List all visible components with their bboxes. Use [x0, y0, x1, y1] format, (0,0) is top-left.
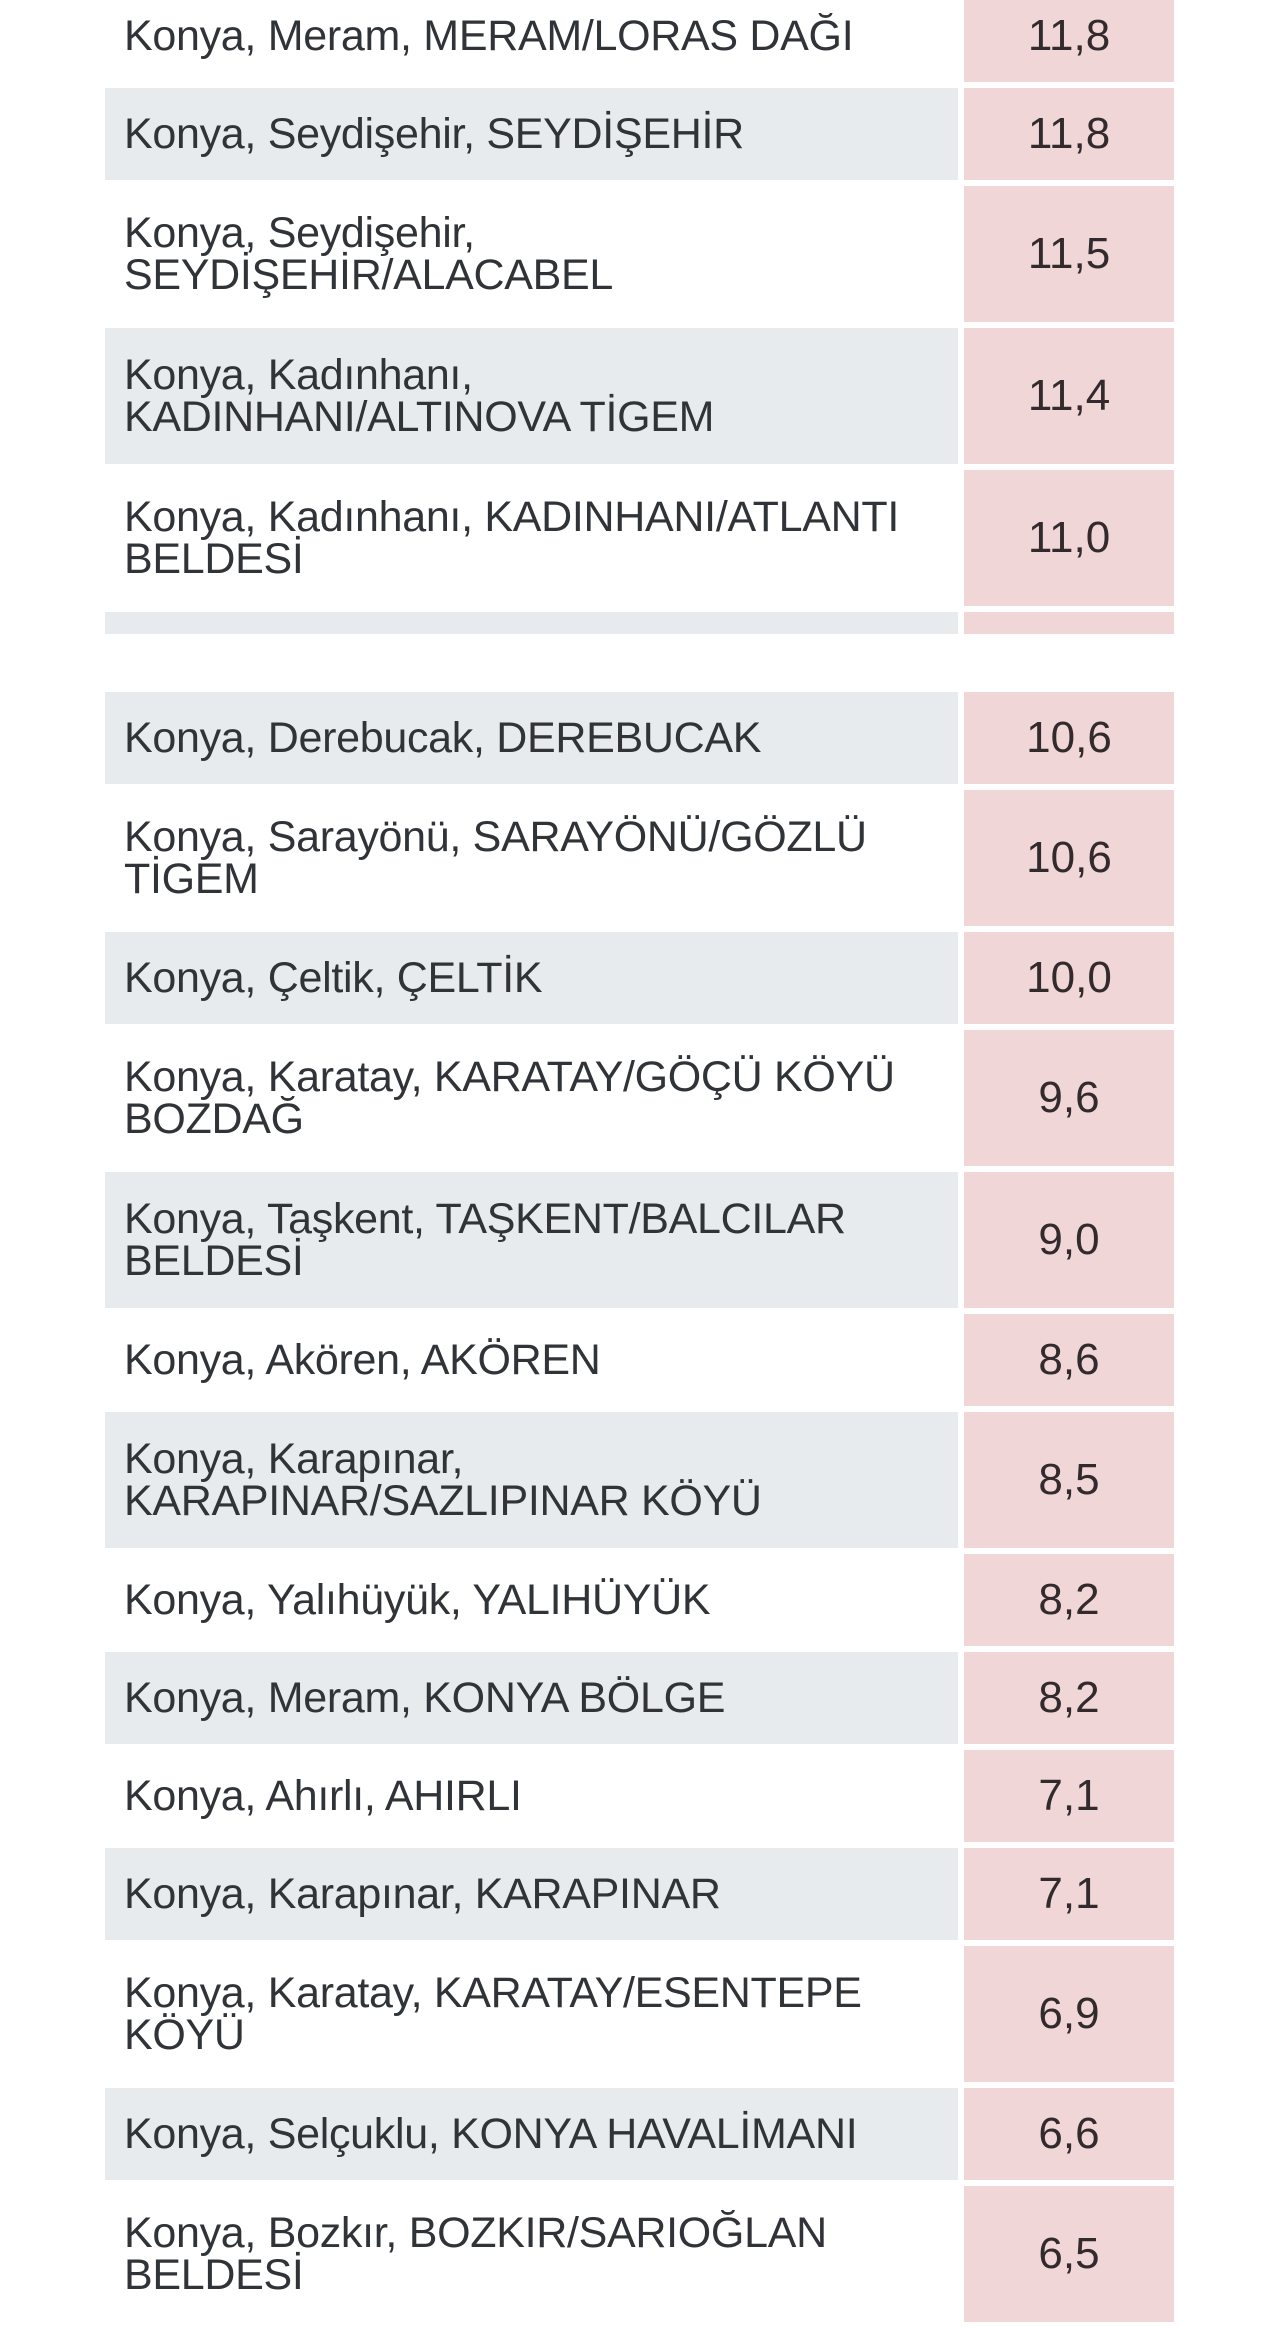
table-row: Konya, Taşkent, TAŞKENT/BALCILAR BELDESİ… [105, 1172, 1174, 1308]
station-cell: Konya, Karatay, KARATAY/GÖÇÜ KÖYÜ BOZDAĞ [124, 1053, 895, 1143]
table-row: Konya, Ahırlı, AHIRLI 7,1 [105, 1750, 1174, 1842]
station-cell: Konya, Sarayönü, SARAYÖNÜ/GÖZLÜ TİGEM [124, 813, 867, 903]
table-row: Konya, Çeltik, ÇELTİK 10,0 [105, 932, 1174, 1024]
table-row: Konya, Bozkır, BOZKIR/SARIOĞLAN BELDESİ 6… [105, 2186, 1174, 2322]
table-row: Konya, Selçuklu, KONYA HAVALİMANI 6,6 [105, 2088, 1174, 2180]
value-cell: 11,5 [964, 186, 1174, 322]
table-row-truncated [105, 612, 1174, 634]
table-row: Konya, Karatay, KARATAY/GÖÇÜ KÖYÜ BOZDAĞ… [105, 1030, 1174, 1166]
station-cell: Konya, Kadınhanı, KADINHANI/ALTINOVA TİG… [105, 328, 958, 464]
table-row: Konya, Karapınar, KARAPINAR 7,1 [105, 1848, 1174, 1940]
station-cell: Konya, Karapınar, KARAPINAR [105, 1848, 958, 1940]
station-cell: Konya, Meram, KONYA BÖLGE [105, 1652, 958, 1744]
value-cell: 6,6 [964, 2088, 1174, 2180]
station-cell: Konya, Kadınhanı, KADINHANI/ATLANTI BELD… [124, 493, 899, 583]
value-cell: 8,2 [964, 1652, 1174, 1744]
value-cell: 9,6 [964, 1030, 1174, 1166]
station-cell: Konya, Taşkent, TAŞKENT/BALCILAR BELDESİ [105, 1172, 958, 1308]
value-cell: 10,6 [964, 790, 1174, 926]
station-cell: Konya, Ahırlı, AHIRLI [124, 1772, 522, 1820]
value-cell: 7,1 [964, 1750, 1174, 1842]
station-cell: Konya, Çeltik, ÇELTİK [105, 932, 958, 1024]
station-cell: Konya, Seydişehir, SEYDİŞEHİR [105, 88, 958, 180]
station-cell: Konya, Bozkır, BOZKIR/SARIOĞLAN BELDESİ [124, 2209, 827, 2299]
table-row: Konya, Sarayönü, SARAYÖNÜ/GÖZLÜ TİGEM 10,… [105, 790, 1174, 926]
value-cell: 8,6 [964, 1314, 1174, 1406]
value-cell: 11,8 [964, 0, 1174, 82]
value-cell: 10,6 [964, 692, 1174, 784]
table-section-bottom: Konya, Derebucak, DEREBUCAK 10,6 Konya, Sa… [105, 692, 1174, 2328]
value-cell: 8,2 [964, 1554, 1174, 1646]
station-cell: Konya, Karapınar, KARAPINAR/SAZLIPINAR K… [105, 1412, 958, 1548]
table-row: Konya, Seydişehir, SEYDİŞEHİR/ALACABEL 11… [105, 186, 1174, 322]
station-cell: Konya, Akören, AKÖREN [124, 1336, 601, 1384]
value-cell: 11,4 [964, 328, 1174, 464]
value-cell: 11,0 [964, 470, 1174, 606]
station-cell: Konya, Derebucak, DEREBUCAK [105, 692, 958, 784]
station-cell [105, 612, 958, 634]
table-row: Konya, Karatay, KARATAY/ESENTEPE KÖYÜ 6,9 [105, 1946, 1174, 2082]
table-row: Konya, Kadınhanı, KADINHANI/ALTINOVA TİG… [105, 328, 1174, 464]
table-row: Konya, Seydişehir, SEYDİŞEHİR 11,8 [105, 88, 1174, 180]
table-row: Konya, Karapınar, KARAPINAR/SAZLIPINAR K… [105, 1412, 1174, 1548]
value-cell: 6,9 [964, 1946, 1174, 2082]
value-cell: 7,1 [964, 1848, 1174, 1940]
value-cell: 8,5 [964, 1412, 1174, 1548]
station-cell: Konya, Seydişehir, SEYDİŞEHİR/ALACABEL [124, 209, 613, 299]
table-row: Konya, Akören, AKÖREN 8,6 [105, 1314, 1174, 1406]
table-row: Konya, Meram, KONYA BÖLGE 8,2 [105, 1652, 1174, 1744]
station-cell: Konya, Yalıhüyük, YALIHÜYÜK [124, 1576, 711, 1624]
table-section-top: Konya, Meram, MERAM/LORAS DAĞI 11,8 Konya,… [105, 0, 1174, 640]
table-row: Konya, Derebucak, DEREBUCAK 10,6 [105, 692, 1174, 784]
station-cell: Konya, Selçuklu, KONYA HAVALİMANI [105, 2088, 958, 2180]
table-row: Konya, Yalıhüyük, YALIHÜYÜK 8,2 [105, 1554, 1174, 1646]
value-cell: 6,5 [964, 2186, 1174, 2322]
table-row: Konya, Meram, MERAM/LORAS DAĞI 11,8 [105, 0, 1174, 82]
value-cell: 10,0 [964, 932, 1174, 1024]
value-cell: 11,8 [964, 88, 1174, 180]
station-cell: Konya, Karatay, KARATAY/ESENTEPE KÖYÜ [124, 1969, 862, 2059]
value-cell [964, 612, 1174, 634]
station-cell: Konya, Meram, MERAM/LORAS DAĞI [124, 12, 854, 60]
value-cell: 9,0 [964, 1172, 1174, 1308]
table-row: Konya, Kadınhanı, KADINHANI/ATLANTI BELD… [105, 470, 1174, 606]
